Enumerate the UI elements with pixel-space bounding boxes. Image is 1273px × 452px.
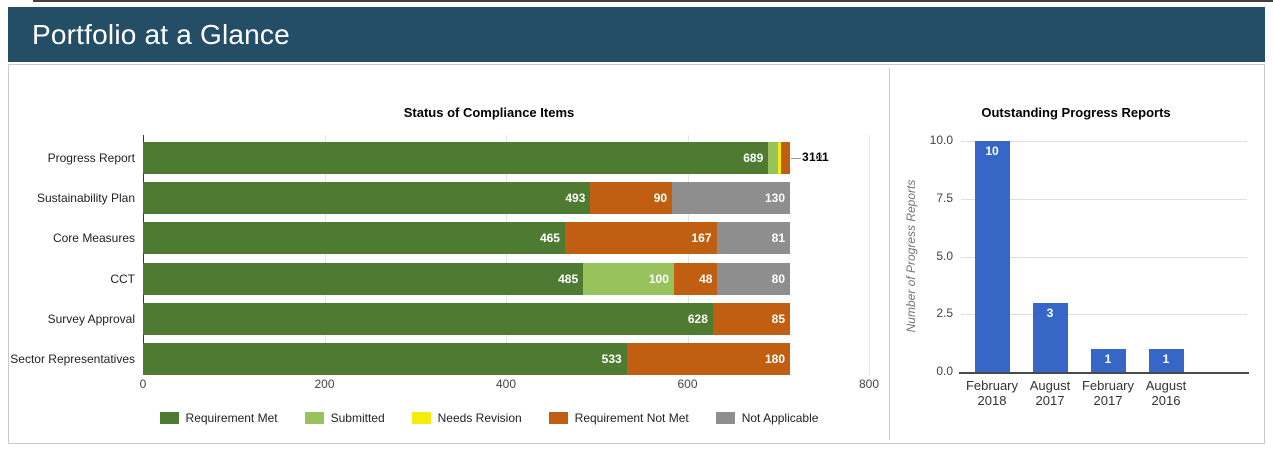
bar-segment[interactable]: 85 bbox=[712, 302, 791, 335]
bar-value-label: 3 bbox=[1046, 305, 1054, 320]
segment-value-label: 180 bbox=[765, 352, 786, 366]
window-edge-artifact bbox=[33, 0, 1273, 2]
category-label: Progress Report bbox=[47, 151, 135, 165]
bar-segment[interactable]: 80 bbox=[717, 262, 791, 295]
legend-item: Submitted bbox=[304, 411, 385, 425]
segment-value-label: 493 bbox=[565, 191, 586, 206]
legend-item: Requirement Met bbox=[159, 411, 278, 425]
bar-segment[interactable]: 465 bbox=[143, 222, 565, 255]
bar-segment[interactable]: 689 bbox=[143, 142, 769, 174]
bar-segment[interactable]: 485 bbox=[143, 262, 584, 295]
bar-segment[interactable]: 100 bbox=[583, 262, 674, 295]
y-axis-line bbox=[143, 135, 144, 375]
gridline bbox=[869, 135, 870, 375]
category-label: Sector Representatives bbox=[10, 352, 135, 366]
y-tick-label: 7.5 bbox=[936, 190, 953, 205]
progress-reports-chart-title: Outstanding Progress Reports bbox=[981, 105, 1171, 120]
segment-value-label: 80 bbox=[771, 271, 786, 286]
page-header: Portfolio at a Glance bbox=[8, 7, 1265, 62]
segment-value-label: 130 bbox=[765, 191, 786, 206]
gridline bbox=[961, 141, 1247, 142]
category-label: Survey Approval bbox=[47, 311, 135, 326]
category-label: CCT bbox=[110, 271, 135, 286]
bar[interactable]: 1 bbox=[1148, 348, 1184, 372]
y-tick-label: 0.0 bbox=[936, 364, 953, 378]
bar-segment[interactable]: 48 bbox=[673, 262, 718, 295]
gridline bbox=[324, 135, 326, 375]
x-category-label: February 2018 bbox=[965, 378, 1019, 408]
overflow-value-label: 10 bbox=[809, 150, 823, 164]
gridline bbox=[506, 135, 507, 375]
compliance-chart-title: Status of Compliance Items bbox=[403, 105, 575, 120]
legend-label: Requirement Met bbox=[185, 411, 278, 425]
bar-segment[interactable] bbox=[768, 142, 779, 174]
legend-swatch bbox=[548, 412, 568, 424]
x-tick-label: 400 bbox=[495, 377, 517, 391]
x-category-label: August 2017 bbox=[1029, 378, 1071, 408]
bar-segment[interactable]: 90 bbox=[590, 182, 673, 215]
x-tick-label: 0 bbox=[139, 377, 147, 391]
category-label: Core Measures bbox=[52, 231, 135, 246]
annotation-stem bbox=[791, 158, 802, 159]
segment-value-label: 48 bbox=[699, 271, 713, 286]
page-title: Portfolio at a Glance bbox=[32, 19, 290, 50]
gridline bbox=[961, 314, 1247, 316]
bar-value-label: 10 bbox=[985, 144, 999, 158]
segment-value-label: 485 bbox=[558, 271, 579, 286]
legend-swatch bbox=[411, 412, 431, 424]
y-tick-label: 2.5 bbox=[936, 306, 953, 321]
legend-swatch bbox=[159, 412, 179, 424]
segment-value-label: 689 bbox=[743, 151, 764, 165]
bar[interactable]: 10 bbox=[974, 141, 1010, 372]
y-tick-label: 10.0 bbox=[929, 133, 953, 147]
bar-value-label: 1 bbox=[1104, 351, 1112, 366]
segment-value-label: 90 bbox=[653, 191, 668, 206]
segment-value-label: 85 bbox=[771, 311, 786, 326]
bar-segment[interactable]: 493 bbox=[143, 182, 591, 215]
compliance-legend: Requirement Met Submitted Needs Revision Re… bbox=[89, 411, 889, 425]
legend-label: Submitted bbox=[330, 411, 385, 425]
legend-item: Needs Revision bbox=[411, 411, 522, 425]
segment-value-label: 628 bbox=[687, 311, 708, 326]
legend-label: Needs Revision bbox=[437, 411, 522, 425]
panel-divider bbox=[889, 68, 890, 440]
gridline bbox=[961, 198, 1247, 200]
overflow-value-label: 3 bbox=[802, 150, 809, 164]
x-tick-label: 600 bbox=[677, 377, 698, 391]
bar-segment[interactable]: 130 bbox=[672, 182, 791, 215]
legend-label: Requirement Not Met bbox=[574, 411, 689, 425]
segment-value-label: 465 bbox=[539, 231, 560, 246]
bar-segment[interactable]: 81 bbox=[716, 222, 791, 255]
y-tick-label: 5.0 bbox=[936, 248, 953, 263]
bar-segment[interactable]: 167 bbox=[564, 222, 717, 255]
x-axis-line bbox=[959, 372, 1249, 374]
x-category-label: February 2017 bbox=[1081, 378, 1135, 408]
legend-item: Not Applicable bbox=[715, 411, 819, 425]
overflow-value-label: 11 bbox=[816, 150, 829, 164]
legend-item: Requirement Not Met bbox=[548, 411, 689, 425]
charts-panel: Status of Compliance Items Outstanding P… bbox=[8, 64, 1265, 444]
segment-value-label: 533 bbox=[601, 352, 622, 366]
gridline bbox=[687, 135, 689, 375]
bar-segment[interactable]: 533 bbox=[143, 343, 627, 375]
legend-swatch bbox=[304, 412, 324, 424]
legend-label: Not Applicable bbox=[741, 411, 819, 425]
segment-value-label: 81 bbox=[771, 231, 786, 246]
segment-value-label: 167 bbox=[691, 231, 712, 246]
bar-segment[interactable] bbox=[780, 142, 791, 174]
category-label: Sustainability Plan bbox=[36, 191, 135, 206]
x-tick-label: 200 bbox=[314, 377, 335, 391]
bar-value-label: 1 bbox=[1162, 351, 1170, 366]
bar-segment[interactable] bbox=[778, 142, 781, 174]
segment-value-label: 100 bbox=[648, 271, 669, 286]
legend-swatch bbox=[715, 412, 735, 424]
x-category-label: August 2016 bbox=[1145, 378, 1187, 408]
bar[interactable]: 1 bbox=[1090, 348, 1126, 372]
gridline bbox=[961, 256, 1247, 258]
bar-segment[interactable]: 628 bbox=[143, 302, 713, 335]
bar-segment[interactable]: 180 bbox=[626, 343, 791, 375]
x-tick-label: 800 bbox=[858, 377, 880, 391]
bar[interactable]: 3 bbox=[1032, 302, 1068, 372]
